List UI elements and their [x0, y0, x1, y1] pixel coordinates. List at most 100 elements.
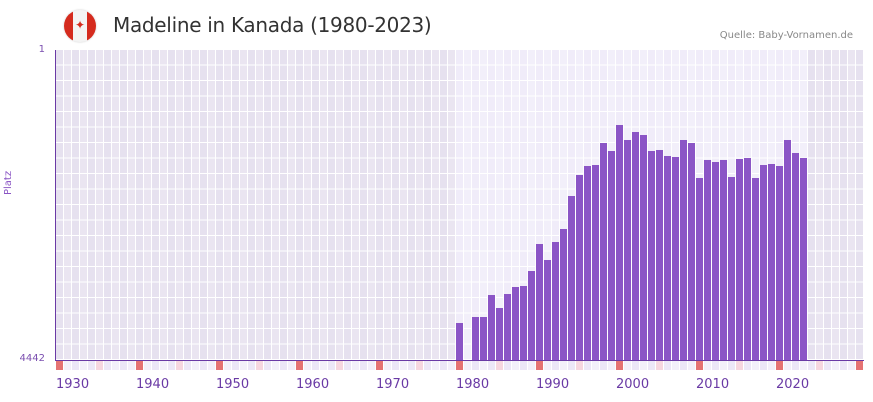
- year-marker: [296, 361, 303, 370]
- x-tick-2000: 2000: [616, 377, 650, 392]
- year-marker: [616, 361, 623, 370]
- bar-2016[interactable]: [744, 158, 751, 360]
- x-tick-1960: 1960: [296, 377, 330, 392]
- bar-2011[interactable]: [704, 160, 711, 360]
- bar-2018[interactable]: [760, 165, 767, 360]
- bar-1998[interactable]: [600, 143, 607, 360]
- bar-1983[interactable]: [480, 317, 487, 360]
- bar-1994[interactable]: [568, 196, 575, 360]
- year-marker: [648, 361, 655, 370]
- year-marker: [192, 361, 199, 370]
- year-marker: [80, 361, 87, 370]
- bar-1991[interactable]: [544, 260, 551, 360]
- year-marker: [840, 361, 847, 370]
- bar-2015[interactable]: [736, 159, 743, 360]
- bar-1999[interactable]: [608, 151, 615, 360]
- bar-2014[interactable]: [728, 177, 735, 360]
- year-marker: [664, 361, 671, 370]
- year-marker: [384, 361, 391, 370]
- year-marker: [112, 361, 119, 370]
- bar-2012[interactable]: [712, 162, 719, 360]
- bar-1996[interactable]: [584, 166, 591, 360]
- bar-2022[interactable]: [792, 153, 799, 360]
- bar-1982[interactable]: [472, 317, 479, 360]
- year-marker: [784, 361, 791, 370]
- year-marker: [312, 361, 319, 370]
- year-marker: [216, 361, 223, 370]
- bar-1997[interactable]: [592, 165, 599, 360]
- bar-2020[interactable]: [776, 166, 783, 360]
- year-marker: [496, 361, 503, 370]
- bar-2004[interactable]: [648, 151, 655, 360]
- bar-1986[interactable]: [504, 294, 511, 360]
- year-marker: [232, 361, 239, 370]
- year-marker: [584, 361, 591, 370]
- year-marker: [760, 361, 767, 370]
- bar-2000[interactable]: [616, 125, 623, 360]
- bar-2017[interactable]: [752, 178, 759, 360]
- year-marker: [408, 361, 415, 370]
- year-marker: [72, 361, 79, 370]
- year-marker: [56, 361, 63, 370]
- year-marker: [632, 361, 639, 370]
- bar-1988[interactable]: [520, 286, 527, 360]
- year-marker: [600, 361, 607, 370]
- year-marker: [128, 361, 135, 370]
- y-axis-label: Platz: [3, 170, 14, 195]
- x-axis: [55, 360, 864, 361]
- bar-1987[interactable]: [512, 287, 519, 360]
- year-marker: [488, 361, 495, 370]
- bar-2007[interactable]: [672, 157, 679, 360]
- year-marker: [352, 361, 359, 370]
- year-marker: [672, 361, 679, 370]
- bar-1995[interactable]: [576, 175, 583, 360]
- y-tick-bottom: 4442: [19, 353, 45, 364]
- bar-2019[interactable]: [768, 164, 775, 360]
- year-marker: [152, 361, 159, 370]
- bar-1980[interactable]: [456, 323, 463, 360]
- bar-2008[interactable]: [680, 140, 687, 360]
- bar-2013[interactable]: [720, 160, 727, 360]
- x-tick-1930: 1930: [56, 377, 90, 392]
- year-marker: [816, 361, 823, 370]
- year-marker: [856, 361, 863, 370]
- bar-1985[interactable]: [496, 308, 503, 360]
- year-marker: [120, 361, 127, 370]
- bar-2003[interactable]: [640, 135, 647, 360]
- bar-2006[interactable]: [664, 156, 671, 360]
- year-marker: [96, 361, 103, 370]
- bar-2009[interactable]: [688, 143, 695, 360]
- bar-2005[interactable]: [656, 150, 663, 360]
- x-tick-1940: 1940: [136, 377, 170, 392]
- bar-2002[interactable]: [632, 132, 639, 360]
- year-marker: [848, 361, 855, 370]
- bar-2001[interactable]: [624, 140, 631, 360]
- year-marker: [200, 361, 207, 370]
- bar-1993[interactable]: [560, 229, 567, 360]
- year-marker: [464, 361, 471, 370]
- year-marker: [544, 361, 551, 370]
- year-marker: [624, 361, 631, 370]
- bar-1990[interactable]: [536, 244, 543, 360]
- year-marker: [720, 361, 727, 370]
- year-marker: [208, 361, 215, 370]
- year-marker: [320, 361, 327, 370]
- year-marker: [344, 361, 351, 370]
- bar-1989[interactable]: [528, 271, 535, 360]
- year-marker: [512, 361, 519, 370]
- year-marker: [736, 361, 743, 370]
- year-marker: [768, 361, 775, 370]
- source-link[interactable]: Quelle: Baby-Vornamen.de: [719, 30, 853, 41]
- chart-title: Madeline in Kanada (1980-2023): [113, 13, 432, 37]
- year-marker: [400, 361, 407, 370]
- bar-1992[interactable]: [552, 242, 559, 360]
- year-marker: [224, 361, 231, 370]
- bar-2023[interactable]: [800, 158, 807, 360]
- bar-2021[interactable]: [784, 140, 791, 360]
- year-marker: [104, 361, 111, 370]
- year-marker: [392, 361, 399, 370]
- bar-1984[interactable]: [488, 295, 495, 360]
- year-marker: [288, 361, 295, 370]
- year-marker: [752, 361, 759, 370]
- bar-2010[interactable]: [696, 178, 703, 360]
